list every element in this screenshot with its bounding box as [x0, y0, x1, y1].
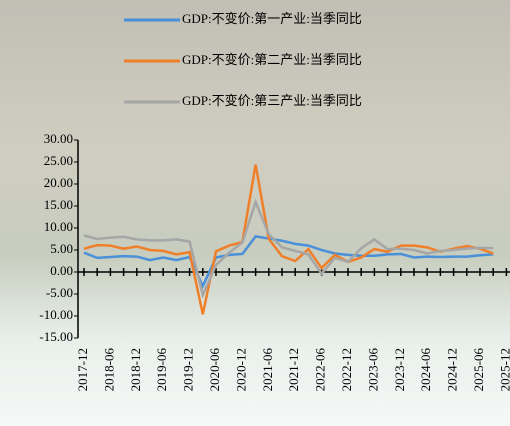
series-line: [83, 235, 494, 290]
y-tick-label: 5.00: [50, 241, 73, 256]
y-tick-label: 15.00: [44, 197, 73, 212]
y-tick-label: 10.00: [44, 219, 73, 234]
legend-label: GDP:不变价:第二产业:当季同比: [182, 52, 362, 67]
x-tick-label: 2018-06: [101, 348, 116, 392]
y-tick-label: 30.00: [44, 131, 73, 146]
x-tick-label: 2020-12: [233, 348, 248, 391]
y-tick-label: 0.00: [50, 263, 73, 278]
series-line: [83, 164, 494, 315]
x-tick-label: 2021-06: [260, 348, 275, 392]
y-tick-label: 20.00: [44, 175, 73, 190]
x-tick-label: 2021-12: [286, 348, 301, 391]
x-tick-label: 2019-12: [181, 348, 196, 391]
legend-label: GDP:不变价:第三产业:当季同比: [182, 93, 362, 108]
x-tick-label: 2019-06: [154, 348, 169, 392]
x-tick-label: 2020-06: [207, 348, 222, 392]
x-tick-label: 2024-12: [445, 348, 460, 391]
legend-label: GDP:不变价:第一产业:当季同比: [182, 11, 362, 26]
x-tick-label: 2018-12: [128, 348, 143, 391]
y-tick-label: 25.00: [44, 153, 73, 168]
series-line: [83, 198, 494, 299]
x-tick-label: 2022-06: [313, 348, 328, 392]
x-tick-label: 2023-12: [392, 348, 407, 391]
y-tick-label: -10.00: [39, 307, 73, 322]
y-tick-label: -5.00: [46, 285, 73, 300]
x-tick-label: 2025-12: [497, 348, 510, 391]
y-tick-label: -15.00: [39, 329, 73, 344]
x-tick-label: 2025-06: [471, 348, 486, 392]
x-tick-label: 2023-06: [365, 348, 380, 392]
x-tick-label: 2022-12: [339, 348, 354, 391]
x-tick-label: 2017-12: [75, 348, 90, 391]
x-tick-label: 2024-06: [418, 348, 433, 392]
